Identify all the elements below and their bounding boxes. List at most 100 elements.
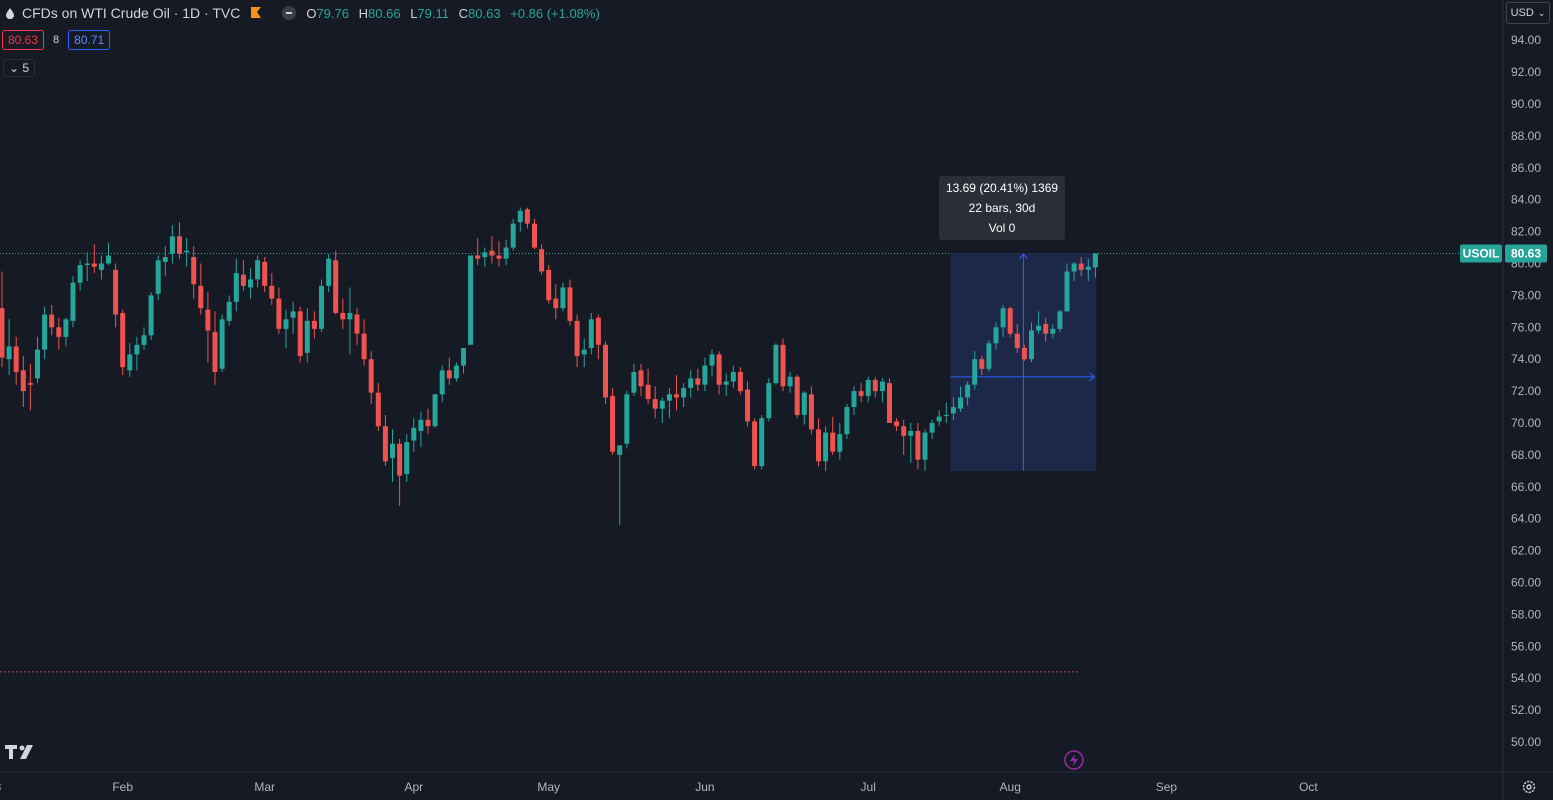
candle	[1085, 258, 1091, 282]
candle-body	[340, 312, 346, 320]
candle	[475, 237, 481, 266]
candle-body	[297, 311, 303, 357]
price-tick-label: 88.00	[1511, 129, 1541, 143]
price-axis[interactable]: 94.0092.0090.0088.0086.0084.0082.0080.00…	[1460, 33, 1547, 749]
candle	[759, 415, 765, 470]
candle	[794, 375, 800, 419]
candle	[198, 263, 204, 315]
candle-body	[1092, 253, 1098, 268]
candle-body	[425, 419, 431, 427]
candle-body	[461, 348, 466, 366]
time-tick-label: Sep	[1156, 780, 1178, 794]
candle-body	[453, 365, 459, 379]
candle	[0, 271, 5, 368]
candle-body	[375, 392, 381, 427]
candle	[610, 387, 616, 455]
candle-body	[262, 261, 268, 286]
candle	[49, 304, 55, 336]
candle-body	[702, 365, 708, 385]
candle	[283, 309, 289, 349]
candle-body	[120, 312, 126, 368]
candle-body	[766, 383, 772, 419]
candle	[397, 438, 403, 506]
currency-select[interactable]: USD ⌄	[1506, 2, 1550, 24]
candle-body	[681, 387, 687, 398]
candle	[155, 255, 161, 301]
measure-volume: Vol 0	[988, 221, 1016, 235]
candle-body	[965, 384, 971, 398]
candle	[993, 322, 999, 350]
chevron-down-icon: ⌄	[1537, 7, 1546, 18]
candle-body	[645, 384, 651, 400]
price-tick-label: 78.00	[1511, 288, 1541, 302]
candle-body	[745, 389, 750, 422]
candle-body	[382, 426, 388, 462]
candle	[375, 383, 381, 431]
chevron-down-icon: ⌄	[9, 61, 20, 75]
candle	[567, 279, 573, 326]
candle	[368, 351, 374, 404]
candle	[922, 429, 928, 471]
candle	[723, 373, 729, 396]
candle	[446, 357, 452, 385]
hide-legend-button[interactable]	[282, 6, 297, 20]
lightning-icon[interactable]	[1064, 750, 1084, 770]
candle	[950, 397, 956, 420]
candle-body	[972, 359, 978, 385]
sell-button[interactable]: 80.63	[2, 30, 45, 50]
candle	[688, 370, 694, 398]
flag-icon[interactable]	[250, 7, 262, 19]
buy-button[interactable]: 80.71	[68, 30, 111, 50]
tradingview-logo-icon[interactable]	[5, 744, 37, 760]
candle	[418, 411, 424, 447]
price-tick-label: 68.00	[1511, 448, 1541, 462]
candle	[1071, 261, 1077, 282]
candle-body	[695, 378, 701, 385]
candle-body	[0, 308, 5, 358]
gear-icon[interactable]	[1521, 779, 1537, 795]
candle-body	[1014, 333, 1020, 349]
candle-body	[716, 354, 722, 385]
candle-body	[631, 371, 637, 393]
candle	[539, 244, 545, 275]
candle	[1000, 304, 1006, 337]
candle-body	[894, 421, 900, 427]
candle	[262, 257, 268, 293]
spread-value: 8	[53, 34, 60, 46]
price-tick-label: 84.00	[1511, 193, 1541, 207]
candle	[347, 287, 353, 355]
candle-body	[20, 370, 26, 392]
candle-body	[936, 416, 942, 422]
candle-body	[106, 255, 111, 264]
candle-body	[198, 285, 204, 309]
candle-body	[1085, 266, 1091, 270]
candle-body	[56, 327, 62, 337]
candle	[191, 245, 197, 299]
indicators-toggle[interactable]: ⌄ 5	[3, 59, 36, 77]
candle-body	[347, 312, 353, 320]
candle-body	[922, 432, 928, 460]
price-tick-label: 62.00	[1511, 544, 1541, 558]
candle	[908, 423, 914, 463]
candle	[823, 426, 829, 471]
candle-body	[255, 260, 261, 280]
candle-body	[624, 394, 630, 444]
candle-body	[475, 255, 481, 259]
candle	[801, 391, 807, 425]
candle	[162, 245, 168, 277]
candle-body	[730, 371, 736, 382]
candle-body	[539, 249, 545, 272]
candle-body	[63, 319, 69, 337]
time-axis[interactable]: 2023 Feb Mar Apr May Jun Jul Aug Sep Oct	[0, 780, 1318, 794]
candle-body	[219, 319, 225, 369]
candle-body	[283, 319, 289, 329]
candle-body	[155, 260, 161, 294]
candle	[965, 381, 971, 406]
candle-body	[950, 407, 956, 414]
candle	[311, 311, 317, 339]
candle	[702, 357, 708, 392]
candle	[659, 397, 665, 423]
symbol-title[interactable]: CFDs on WTI Crude Oil · 1D · TVC	[22, 5, 241, 21]
candle	[894, 418, 900, 431]
